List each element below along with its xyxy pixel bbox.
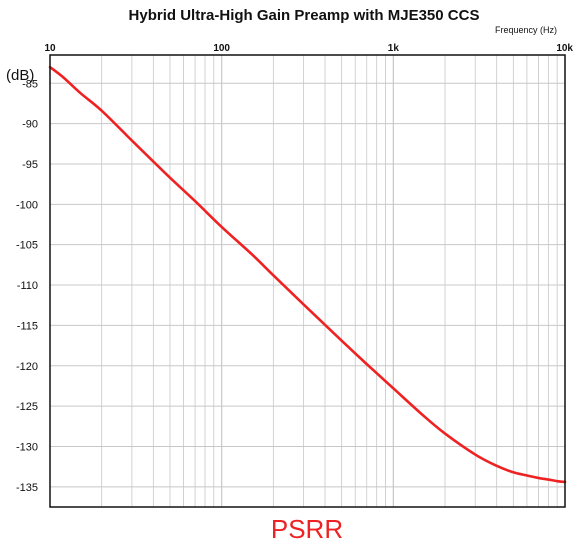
y-tick-label: -105	[16, 240, 38, 252]
psrr-caption: PSRR	[271, 514, 343, 541]
y-tick-label: -100	[16, 199, 38, 211]
y-tick-label: -85	[22, 78, 38, 90]
chart-title: Hybrid Ultra-High Gain Preamp with MJE35…	[129, 7, 480, 24]
y-axis-label: (dB)	[6, 67, 34, 84]
psrr-series-line	[48, 65, 567, 484]
y-tick-labels: -85 -90 -95 -100 -105 -110 -115 -120 -125 -130 -13…	[16, 78, 38, 494]
y-tick-label: -125	[16, 401, 38, 413]
grid	[50, 55, 565, 507]
x-tick-label: 10k	[556, 43, 573, 54]
y-tick-label: -130	[16, 441, 38, 453]
x-tick-label: 1k	[388, 43, 400, 54]
y-tick-label: -115	[17, 320, 38, 332]
x-axis-label: Frequency (Hz)	[495, 25, 557, 35]
x-tick-labels: 10 100 1k 10k	[44, 43, 573, 54]
y-tick-label: -110	[17, 280, 38, 292]
y-tick-label: -95	[22, 159, 38, 171]
y-tick-label: -120	[16, 361, 38, 373]
y-tick-label: -135	[16, 482, 38, 494]
x-tick-label: 100	[213, 43, 230, 54]
plot-frame	[49, 54, 566, 508]
x-tick-label: 10	[44, 43, 56, 54]
y-tick-label: -90	[22, 119, 38, 131]
series-layer	[48, 65, 567, 484]
